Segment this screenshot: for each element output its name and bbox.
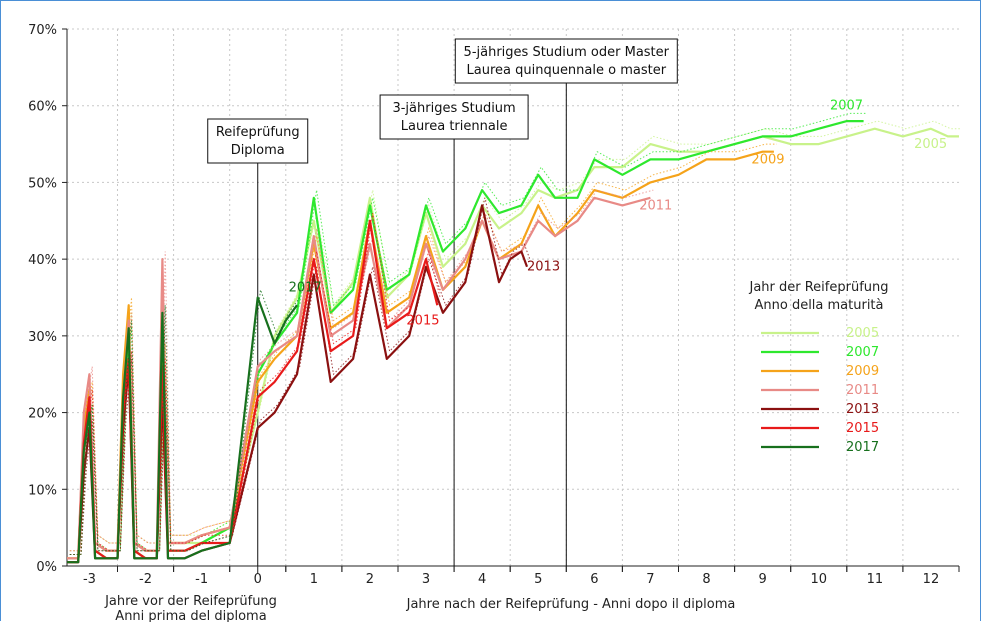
series-line-2009: [67, 150, 774, 560]
series-dotted-line-2015: [69, 213, 441, 555]
x-tick-label: 5: [534, 572, 542, 587]
x-axis-title-before: Anni prima del diploma: [115, 609, 266, 622]
y-tick-label: 60%: [28, 100, 57, 115]
annotation-text: Laurea quinquennale o master: [467, 63, 667, 78]
series-line-2005: [67, 127, 959, 560]
x-tick-label: 10: [810, 572, 827, 587]
x-tick-label: 4: [478, 572, 486, 587]
x-axis-title-after: Jahre nach der Reifeprüfung - Anni dopo …: [406, 597, 736, 612]
annotation-box: [207, 118, 309, 164]
series-line-2007: [67, 120, 864, 564]
legend-title: Anno della maturità: [754, 298, 883, 313]
y-tick-label: 70%: [28, 23, 57, 38]
series-lines: [67, 112, 962, 564]
x-tick-label: 1: [310, 572, 318, 587]
x-tick-label: -3: [83, 572, 96, 587]
series-label-2011: 2011: [639, 198, 672, 213]
series-dotted-line-2013: [69, 197, 531, 555]
legend-label-2005: 2005: [846, 326, 879, 341]
annotation-box: [379, 94, 529, 140]
y-tick-label: 20%: [28, 407, 57, 422]
annotation-box: [454, 38, 678, 84]
x-tick-label: -2: [139, 572, 152, 587]
annotation-text: 5-jähriges Studium oder Master: [464, 45, 670, 60]
y-tick-label: 40%: [28, 253, 57, 268]
series-label-2009: 2009: [751, 152, 784, 167]
series-label-2015: 2015: [406, 313, 439, 328]
y-tick-label: 50%: [28, 176, 57, 191]
legend-label-2013: 2013: [846, 402, 879, 417]
x-tick-label: 7: [646, 572, 654, 587]
annotation-text: Reifeprüfung: [216, 125, 300, 140]
legend-label-2007: 2007: [846, 345, 879, 360]
series-label-2013: 2013: [527, 260, 560, 275]
legend-label-2015: 2015: [846, 421, 879, 436]
x-tick-label: -1: [195, 572, 208, 587]
legend-label-2017: 2017: [846, 440, 879, 455]
annotation-text: Diploma: [231, 143, 285, 158]
annotation-text: Laurea triennale: [401, 119, 508, 134]
series-line-2017: [67, 296, 298, 564]
series-label-2007: 2007: [830, 99, 863, 114]
series-dotted-line-2017: [69, 289, 301, 555]
series-dotted-line-2007: [69, 112, 867, 555]
y-tick-label: 30%: [28, 330, 57, 345]
x-tick-label: 12: [923, 572, 940, 587]
annotation-boxes: Reifeprüfung Diploma 3-jähriges Studium Lau…: [207, 38, 678, 164]
x-tick-label: 0: [254, 572, 262, 587]
y-tick-label: 0%: [36, 560, 57, 575]
legend-label-2011: 2011: [846, 383, 879, 398]
x-tick-label: 2: [366, 572, 374, 587]
y-tick-label: 10%: [28, 483, 57, 498]
series-label-2005: 2005: [914, 137, 947, 152]
series-dotted-line-2009: [69, 143, 777, 552]
legend-label-2009: 2009: [846, 364, 879, 379]
annotation-lines: [257, 83, 567, 566]
x-tick-label: 6: [590, 572, 598, 587]
y-axis-ticks: 0% 10% 20% 30% 40% 50% 60% 70%: [28, 23, 67, 575]
inline-series-labels: 2005 2007 2009 2011 2013 2015 2017: [289, 99, 948, 329]
x-tick-label: 11: [867, 572, 884, 587]
x-axis-ticks: -3 -2 -1 0 1 2 3 4 5 6 7 8 9 10 11 12: [83, 566, 960, 587]
x-tick-label: 8: [702, 572, 710, 587]
series-dotted-line-2011: [69, 189, 654, 552]
x-tick-label: 3: [422, 572, 430, 587]
series-dotted-line-2005: [69, 120, 962, 552]
legend-title: Jahr der Reifeprüfung: [748, 280, 888, 295]
x-tick-label: 9: [759, 572, 767, 587]
axes: [66, 29, 959, 567]
legend: Jahr der Reifeprüfung Anno della maturità…: [748, 280, 888, 455]
series-label-2017: 2017: [289, 280, 322, 295]
annotation-text: 3-jähriges Studium: [392, 101, 515, 116]
x-axis-title-before: Jahre vor der Reifeprüfung: [104, 594, 277, 609]
